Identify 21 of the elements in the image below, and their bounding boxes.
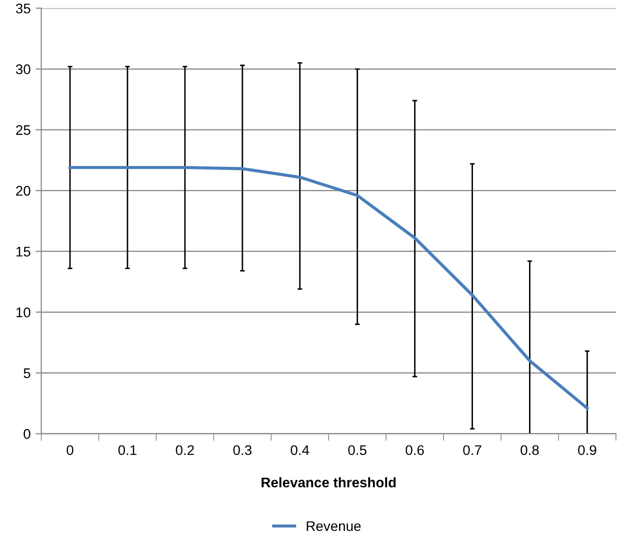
y-tick-label: 30	[16, 64, 30, 74]
y-tick-label: 15	[16, 246, 30, 257]
line-series	[68, 166, 589, 410]
x-tick-label: 0.8	[520, 445, 539, 456]
x-tick-label: 0.9	[578, 445, 596, 456]
y-tick-label: 25	[16, 125, 30, 135]
y-tick-label: 0	[24, 429, 30, 439]
x-tick-label: 0.1	[118, 445, 136, 456]
y-tick-label: 35	[16, 4, 30, 14]
y-tick-label: 10	[16, 307, 30, 318]
legend-label: Revenue	[306, 521, 361, 532]
x-tick-label: 0.7	[463, 445, 482, 456]
x-tick-label: 0	[66, 445, 74, 456]
x-tick-label: 0.5	[348, 445, 366, 456]
y-tick-label: 5	[24, 368, 30, 378]
x-tick-label: 0.4	[290, 445, 310, 456]
y-tick-label: 20	[16, 186, 30, 196]
x-tick-label: 0.2	[176, 445, 194, 456]
x-tick-label: 0.6	[406, 445, 424, 456]
x-tick-label: 0.3	[233, 445, 252, 456]
x-axis-title: Relevance threshold	[262, 477, 396, 488]
